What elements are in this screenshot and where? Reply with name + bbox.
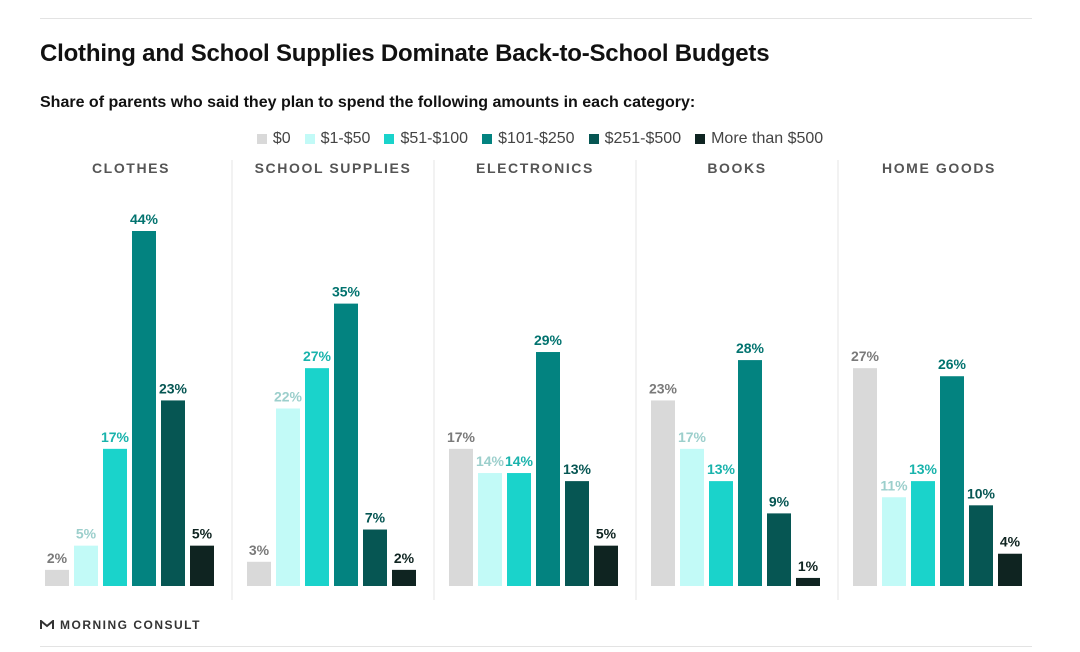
- top-divider: [40, 18, 1032, 19]
- bar: [969, 505, 993, 586]
- bar: [305, 368, 329, 586]
- legend-swatch: [588, 134, 599, 144]
- bar: [132, 231, 156, 586]
- data-label: 26%: [938, 356, 967, 372]
- category-label: CLOTHES: [92, 160, 170, 176]
- bar: [796, 577, 820, 586]
- legend-item: $251-$500: [588, 130, 682, 148]
- legend-item: $51-$100: [384, 130, 468, 148]
- legend-label: $51-$100: [400, 130, 469, 147]
- legend-swatch: [304, 134, 315, 144]
- legend-swatch: [482, 134, 493, 144]
- bar: [449, 448, 473, 586]
- data-label: 17%: [447, 429, 476, 445]
- data-label: 28%: [736, 340, 765, 356]
- bar: [536, 352, 560, 586]
- data-label: 27%: [303, 348, 332, 364]
- chart-title: Clothing and School Supplies Dominate Ba…: [40, 40, 770, 67]
- data-label: 27%: [851, 348, 880, 364]
- legend-item: More than $500: [695, 130, 823, 148]
- category-label: BOOKS: [707, 160, 766, 176]
- data-label: 17%: [101, 429, 130, 445]
- bar: [651, 400, 675, 586]
- data-label: 22%: [274, 389, 303, 405]
- data-label: 5%: [76, 526, 97, 542]
- data-label: 23%: [159, 380, 188, 396]
- data-label: 13%: [909, 461, 938, 477]
- data-label: 5%: [596, 526, 617, 542]
- data-label: 23%: [649, 380, 678, 396]
- legend-label: $0: [272, 130, 291, 147]
- data-label: 4%: [1000, 534, 1021, 550]
- bar: [882, 497, 906, 586]
- bar: [565, 481, 589, 586]
- category-label: SCHOOL SUPPLIES: [255, 160, 412, 176]
- data-label: 13%: [563, 461, 592, 477]
- bar: [594, 545, 618, 586]
- bar: [161, 400, 185, 586]
- data-label: 13%: [707, 461, 736, 477]
- footer: MORNING CONSULT: [40, 618, 201, 632]
- data-label: 9%: [769, 493, 790, 509]
- category-label: ELECTRONICS: [476, 160, 594, 176]
- morning-consult-logo-icon: [40, 620, 54, 629]
- bar: [709, 481, 733, 586]
- data-label: 29%: [534, 332, 563, 348]
- legend-swatch: [256, 134, 267, 144]
- bar: [507, 473, 531, 586]
- legend: $0 $1-$50 $51-$100 $101-$250 $251-$500 More t…: [0, 130, 1080, 148]
- bar: [478, 473, 502, 586]
- data-label: 14%: [505, 453, 534, 469]
- bar: [276, 408, 300, 586]
- legend-label: More than $500: [711, 130, 824, 147]
- data-label: 2%: [47, 550, 68, 566]
- bar: [767, 513, 791, 586]
- legend-label: $1-$50: [320, 130, 371, 147]
- data-label: 7%: [365, 510, 386, 526]
- footer-brand: MORNING CONSULT: [60, 618, 201, 632]
- bar: [363, 529, 387, 586]
- bar: [74, 545, 98, 586]
- bar: [911, 481, 935, 586]
- data-label: 3%: [249, 542, 270, 558]
- category-label: HOME GOODS: [882, 160, 996, 176]
- data-label: 1%: [798, 558, 819, 574]
- legend-label: $101-$250: [498, 130, 575, 147]
- bar: [190, 545, 214, 586]
- data-label: 10%: [967, 485, 996, 501]
- data-label: 17%: [678, 429, 707, 445]
- bar: [45, 569, 69, 586]
- legend-label: $251-$500: [604, 130, 682, 147]
- data-label: 14%: [476, 453, 505, 469]
- bar: [998, 553, 1022, 586]
- legend-swatch: [695, 134, 706, 144]
- data-label: 11%: [880, 477, 908, 493]
- bar: [853, 368, 877, 586]
- bar: [940, 376, 964, 586]
- chart-subtitle: Share of parents who said they plan to s…: [40, 94, 696, 111]
- bar: [247, 561, 271, 586]
- bar-chart: CLOTHES 2% 5% 17% 44% 23% 5% SCHOOL SUPPLIES 3% 2…: [45, 160, 1022, 600]
- bar: [334, 303, 358, 586]
- data-label: 44%: [130, 211, 159, 227]
- bar: [103, 448, 127, 586]
- legend-swatch: [384, 134, 395, 144]
- bar: [680, 448, 704, 586]
- legend-item: $0: [256, 130, 291, 148]
- legend-item: $101-$250: [482, 130, 575, 148]
- data-label: 35%: [332, 284, 361, 300]
- legend-item: $1-$50: [304, 130, 371, 148]
- bottom-divider: [40, 646, 1032, 647]
- data-label: 5%: [192, 526, 213, 542]
- bar: [738, 360, 762, 586]
- bar: [392, 569, 416, 586]
- data-label: 2%: [394, 550, 415, 566]
